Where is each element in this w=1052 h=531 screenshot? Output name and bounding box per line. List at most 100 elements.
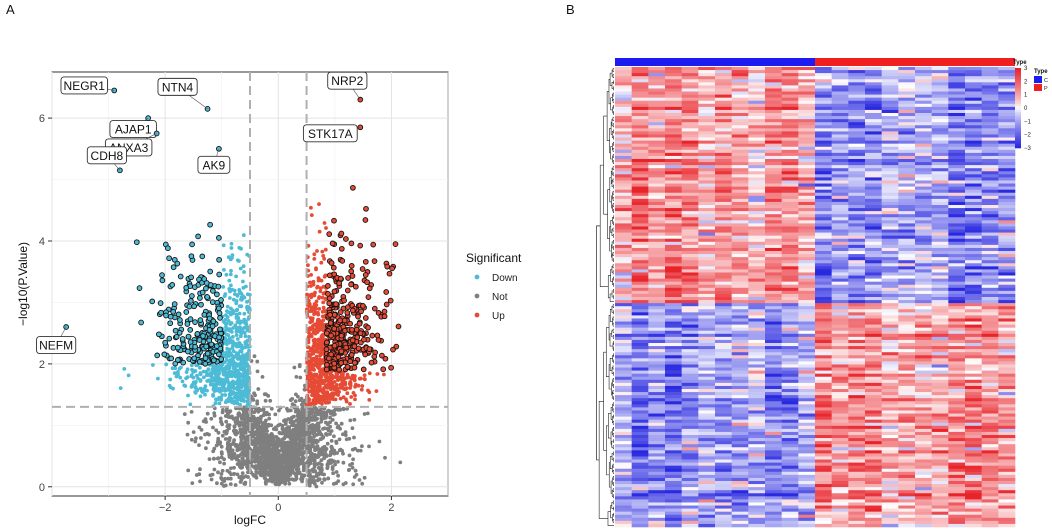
heatmap-cell xyxy=(915,174,932,178)
heatmap-cell xyxy=(948,88,966,92)
heatmap-cell xyxy=(715,109,732,114)
dendrogram-branch xyxy=(613,135,614,140)
heatmap-cell xyxy=(898,174,916,178)
heatmap-cell xyxy=(681,134,699,138)
heatmap-cell xyxy=(731,143,749,148)
dendrogram-branch xyxy=(612,160,614,164)
heatmap-cell xyxy=(931,140,949,144)
heatmap-cell xyxy=(865,91,882,95)
heatmap-cell xyxy=(615,70,632,74)
heatmap-cell xyxy=(965,82,982,86)
heatmap-cell xyxy=(981,137,999,141)
heatmap-cell xyxy=(981,165,999,169)
heatmap-cell xyxy=(948,168,966,172)
heatmap-cell xyxy=(898,177,916,181)
heatmap-cell xyxy=(998,159,1016,163)
data-point xyxy=(316,421,321,426)
heatmap-cell xyxy=(965,91,982,95)
heatmap-cell xyxy=(898,119,916,123)
heatmap-cell xyxy=(831,70,849,74)
heatmap-cell xyxy=(998,168,1016,172)
heatmap-cell xyxy=(648,88,666,92)
data-point xyxy=(282,436,287,441)
heatmap-cell xyxy=(831,82,849,86)
heatmap-cell xyxy=(998,113,1016,117)
heatmap-cell xyxy=(615,137,632,141)
heatmap-cell xyxy=(815,137,832,141)
data-point xyxy=(189,437,194,442)
heatmap-cell xyxy=(865,79,882,83)
panel-label-a: A xyxy=(6,2,15,17)
heatmap-cell xyxy=(865,180,882,184)
data-point xyxy=(240,471,245,475)
heatmap-cell xyxy=(915,116,932,120)
heatmap-cell xyxy=(981,97,999,102)
heatmap-cell xyxy=(665,137,682,141)
heatmap-cell xyxy=(631,103,649,108)
heatmap-cell xyxy=(648,152,666,157)
dendrogram-branch xyxy=(612,420,614,425)
heatmap-cell xyxy=(981,152,999,157)
heatmap-cell xyxy=(798,109,816,114)
heatmap-cell xyxy=(931,88,949,92)
heatmap-cell xyxy=(898,79,916,83)
heatmap-cell xyxy=(948,171,966,175)
heatmap-cell xyxy=(865,146,882,151)
heatmap-cell xyxy=(915,100,932,105)
heatmap-cell xyxy=(815,67,832,71)
heatmap-cell xyxy=(831,125,849,129)
heatmap-cell xyxy=(615,82,632,86)
heatmap-cell xyxy=(831,186,849,190)
dendrogram-branch xyxy=(613,209,614,213)
heatmap-cell xyxy=(631,174,649,178)
heatmap-cell xyxy=(748,174,766,178)
heatmap-cell xyxy=(998,195,1016,200)
heatmap-cell xyxy=(798,198,816,203)
data-point xyxy=(328,424,333,429)
heatmap-cell xyxy=(765,162,782,166)
heatmap-cell xyxy=(798,94,816,98)
heatmap-cell xyxy=(881,100,899,105)
heatmap-cell xyxy=(815,131,832,135)
heatmap-cell xyxy=(915,149,932,154)
heatmap-cell xyxy=(681,125,699,129)
heatmap-cell xyxy=(748,106,766,111)
heatmap-cell xyxy=(881,152,899,157)
heatmap-cell xyxy=(865,113,882,117)
heatmap-cell xyxy=(848,109,866,114)
heatmap-cell xyxy=(948,70,966,74)
heatmap-cell xyxy=(715,125,732,129)
heatmap-cell xyxy=(648,116,666,120)
heatmap-cell xyxy=(815,183,832,187)
heatmap-cell xyxy=(848,146,866,151)
heatmap-cell xyxy=(665,183,682,187)
heatmap-cell xyxy=(931,100,949,105)
heatmap-cell xyxy=(898,85,916,89)
heatmap-cell xyxy=(898,122,916,126)
heatmap-cell xyxy=(681,73,699,77)
heatmap-cell xyxy=(831,113,849,117)
dendrogram-branch xyxy=(612,270,614,275)
heatmap-cell xyxy=(765,165,782,169)
heatmap-cell xyxy=(931,195,949,200)
heatmap-cell xyxy=(731,94,749,98)
heatmap-cell xyxy=(931,70,949,74)
dendrogram-branch xyxy=(613,384,614,388)
heatmap-cell xyxy=(831,159,849,163)
heatmap-cell xyxy=(648,168,666,172)
heatmap-cell xyxy=(831,171,849,175)
heatmap-cell xyxy=(665,146,682,151)
heatmap-cell xyxy=(648,171,666,175)
heatmap-cell xyxy=(848,140,866,144)
heatmap-cell xyxy=(915,183,932,187)
heatmap-cell xyxy=(881,106,899,111)
data-point xyxy=(211,425,215,430)
heatmap-cell xyxy=(748,137,766,141)
heatmap-cell xyxy=(965,103,982,108)
heatmap-cell xyxy=(881,73,899,77)
dendrogram-branch xyxy=(612,365,614,370)
heatmap-cell xyxy=(715,134,732,138)
heatmap-cell xyxy=(615,183,632,187)
heatmap-cell xyxy=(865,106,882,111)
heatmap-cell xyxy=(715,189,732,194)
